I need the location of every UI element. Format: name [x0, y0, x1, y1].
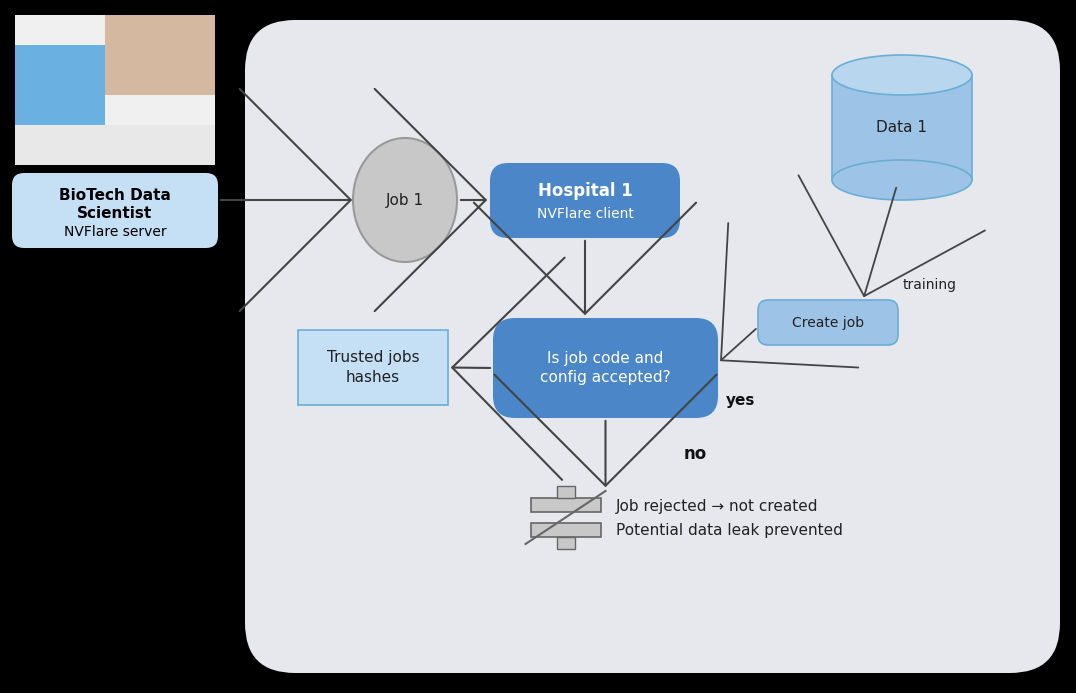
Polygon shape — [105, 15, 215, 95]
Text: no: no — [684, 445, 707, 463]
FancyBboxPatch shape — [490, 163, 680, 238]
FancyBboxPatch shape — [530, 523, 600, 537]
FancyBboxPatch shape — [15, 15, 215, 165]
Text: Job rejected → not created: Job rejected → not created — [615, 500, 818, 514]
Text: BioTech Data
Scientist: BioTech Data Scientist — [59, 188, 171, 221]
Text: training: training — [903, 278, 957, 292]
FancyBboxPatch shape — [556, 486, 575, 498]
Text: NVFlare server: NVFlare server — [63, 225, 167, 238]
Text: yes: yes — [726, 392, 755, 407]
FancyBboxPatch shape — [15, 15, 215, 165]
Text: Trusted jobs
hashes: Trusted jobs hashes — [327, 350, 420, 385]
Ellipse shape — [832, 160, 972, 200]
Polygon shape — [15, 45, 105, 165]
FancyBboxPatch shape — [530, 498, 600, 512]
FancyBboxPatch shape — [493, 318, 718, 418]
Text: Data 1: Data 1 — [877, 120, 928, 135]
Ellipse shape — [832, 55, 972, 95]
Text: Is job code and
config accepted?: Is job code and config accepted? — [540, 351, 670, 385]
FancyBboxPatch shape — [832, 75, 972, 180]
Text: Job 1: Job 1 — [386, 193, 424, 207]
Text: Hospital 1: Hospital 1 — [538, 182, 633, 200]
FancyBboxPatch shape — [298, 330, 448, 405]
FancyBboxPatch shape — [12, 173, 218, 248]
FancyBboxPatch shape — [556, 537, 575, 549]
Ellipse shape — [353, 138, 457, 262]
Text: NVFlare client: NVFlare client — [537, 207, 634, 221]
Text: Create job: Create job — [792, 315, 864, 329]
Polygon shape — [15, 125, 215, 165]
FancyBboxPatch shape — [245, 20, 1060, 673]
Text: Potential data leak prevented: Potential data leak prevented — [615, 523, 843, 538]
FancyBboxPatch shape — [758, 300, 898, 345]
